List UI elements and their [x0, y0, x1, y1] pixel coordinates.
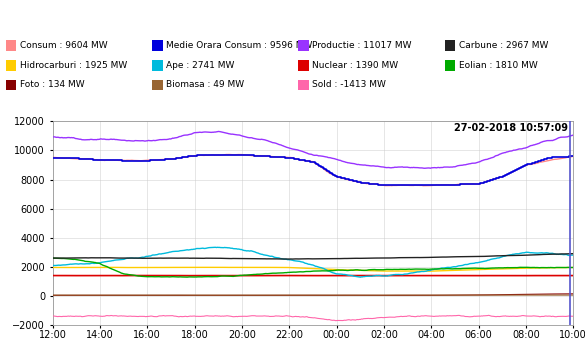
Text: Foto : 134 MW: Foto : 134 MW [20, 80, 84, 90]
Text: Carbune : 2967 MW: Carbune : 2967 MW [459, 41, 548, 50]
Text: Hidrocarburi : 1925 MW: Hidrocarburi : 1925 MW [20, 61, 127, 70]
Text: Productie : 11017 MW: Productie : 11017 MW [312, 41, 412, 50]
Text: 27-02-2018 10:57:09: 27-02-2018 10:57:09 [454, 124, 568, 134]
Text: Medie Orara Consum : 9596 MW: Medie Orara Consum : 9596 MW [166, 41, 312, 50]
Text: Biomasa : 49 MW: Biomasa : 49 MW [166, 80, 245, 90]
Text: Nuclear : 1390 MW: Nuclear : 1390 MW [312, 61, 398, 70]
Text: Eolian : 1810 MW: Eolian : 1810 MW [459, 61, 538, 70]
Text: Sold : -1413 MW: Sold : -1413 MW [312, 80, 386, 90]
Text: Ape : 2741 MW: Ape : 2741 MW [166, 61, 235, 70]
Text: Consum : 9604 MW: Consum : 9604 MW [20, 41, 108, 50]
